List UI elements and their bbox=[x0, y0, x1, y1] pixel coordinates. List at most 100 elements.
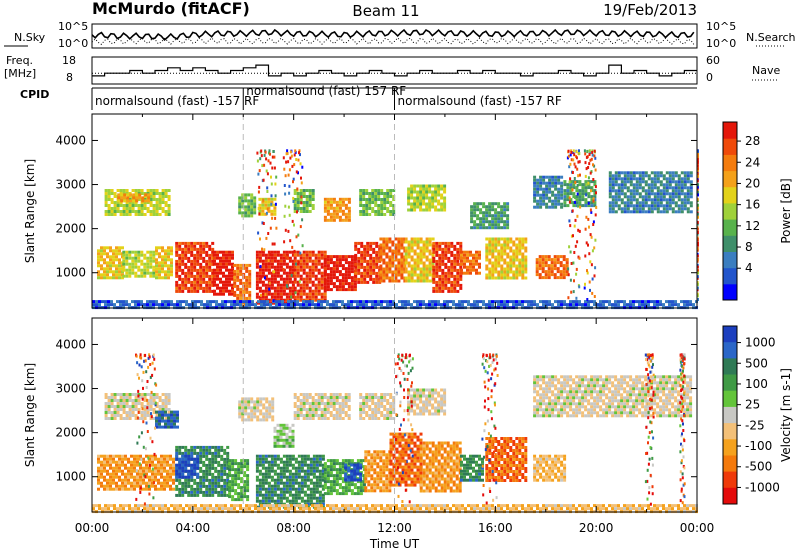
power-cell bbox=[524, 267, 528, 271]
velocity-cell bbox=[228, 489, 232, 493]
power-cell bbox=[374, 213, 378, 216]
power-cell bbox=[441, 289, 445, 293]
velocity-cell bbox=[261, 484, 265, 488]
power-cell bbox=[211, 250, 215, 254]
power-cell bbox=[482, 214, 486, 218]
power-cell bbox=[674, 210, 678, 214]
power-cell bbox=[125, 256, 129, 260]
power-speck bbox=[262, 178, 265, 182]
power-speck bbox=[696, 206, 699, 210]
power-cell bbox=[392, 213, 396, 216]
power-cell bbox=[438, 274, 442, 278]
power-colorbar-swatch bbox=[723, 170, 737, 188]
power-cell bbox=[247, 199, 251, 203]
power-cell bbox=[413, 270, 417, 274]
power-cell bbox=[161, 276, 164, 280]
power-cell bbox=[452, 303, 455, 307]
power-cell bbox=[344, 267, 348, 271]
power-cell bbox=[368, 195, 372, 198]
power-cell bbox=[213, 271, 216, 275]
power-cell bbox=[266, 303, 269, 307]
velocity-cell bbox=[97, 481, 100, 485]
power-cell bbox=[213, 256, 216, 260]
velocity-cell bbox=[285, 478, 289, 482]
power-cell bbox=[208, 268, 212, 272]
power-cell bbox=[541, 261, 545, 265]
power-cell bbox=[478, 250, 481, 254]
power-cell bbox=[494, 276, 498, 280]
power-cell bbox=[397, 258, 401, 262]
power-cell bbox=[407, 199, 411, 203]
power-cell bbox=[563, 300, 566, 304]
power-cell bbox=[383, 201, 387, 204]
velocity-cell bbox=[211, 490, 215, 494]
velocity-cell bbox=[148, 475, 151, 479]
power-cell bbox=[475, 253, 478, 257]
power-cell bbox=[527, 303, 530, 307]
power-speck bbox=[578, 152, 581, 155]
velocity-cell bbox=[217, 478, 221, 482]
velocity-cell bbox=[288, 490, 292, 494]
power-speck bbox=[282, 267, 285, 271]
power-cell bbox=[533, 190, 537, 194]
power-cell bbox=[222, 271, 225, 275]
power-cell bbox=[225, 259, 228, 263]
power-cell bbox=[236, 303, 239, 307]
power-cell bbox=[137, 274, 141, 278]
power-cell bbox=[494, 255, 498, 259]
power-cell bbox=[164, 258, 167, 262]
power-cell bbox=[488, 208, 492, 212]
power-cell bbox=[450, 259, 454, 263]
velocity-cell bbox=[329, 483, 333, 487]
power-cell bbox=[470, 211, 474, 215]
power-speck bbox=[266, 190, 269, 193]
power-cell bbox=[449, 300, 452, 304]
power-cell bbox=[441, 274, 445, 278]
power-speck bbox=[297, 158, 300, 162]
power-cell bbox=[146, 189, 150, 192]
power-cell bbox=[491, 243, 495, 247]
power-cell bbox=[503, 258, 507, 262]
power-cell bbox=[239, 278, 243, 282]
power-cell bbox=[632, 177, 636, 181]
power-cell bbox=[225, 268, 228, 272]
power-cell bbox=[341, 209, 345, 213]
power-cell bbox=[617, 186, 621, 190]
power-cell bbox=[293, 189, 297, 192]
power-cell bbox=[152, 300, 155, 304]
power-cell bbox=[410, 267, 414, 271]
velocity-cell bbox=[282, 469, 286, 473]
power-cell bbox=[344, 288, 348, 292]
power-cell bbox=[213, 253, 216, 257]
power-cell bbox=[302, 268, 306, 272]
power-cell bbox=[125, 201, 129, 204]
power-speck bbox=[288, 168, 291, 172]
power-speck bbox=[274, 216, 277, 220]
velocity-cell bbox=[106, 478, 109, 482]
power-cell bbox=[112, 276, 115, 280]
power-cell bbox=[161, 192, 165, 195]
power-speck bbox=[297, 260, 300, 264]
power-cell bbox=[422, 199, 426, 203]
power-cell bbox=[118, 252, 121, 256]
power-cell bbox=[650, 186, 654, 190]
power-cell bbox=[563, 198, 567, 202]
power-speck bbox=[569, 250, 572, 254]
velocity-cell bbox=[341, 459, 345, 463]
power-cell bbox=[155, 267, 158, 271]
power-cell bbox=[326, 209, 330, 213]
power-cell bbox=[491, 202, 495, 206]
power-cell bbox=[213, 262, 216, 266]
power-cell bbox=[557, 187, 561, 191]
velocity-cell bbox=[326, 489, 330, 493]
power-cell bbox=[554, 202, 558, 206]
velocity-cell bbox=[255, 475, 259, 479]
power-cell bbox=[347, 276, 351, 280]
power-cell bbox=[155, 192, 159, 195]
power-cell bbox=[170, 261, 173, 265]
power-cell bbox=[444, 253, 448, 257]
velocity-cell bbox=[291, 463, 295, 467]
power-cell bbox=[506, 223, 510, 227]
velocity-cell bbox=[112, 481, 115, 485]
power-cell bbox=[291, 286, 295, 290]
